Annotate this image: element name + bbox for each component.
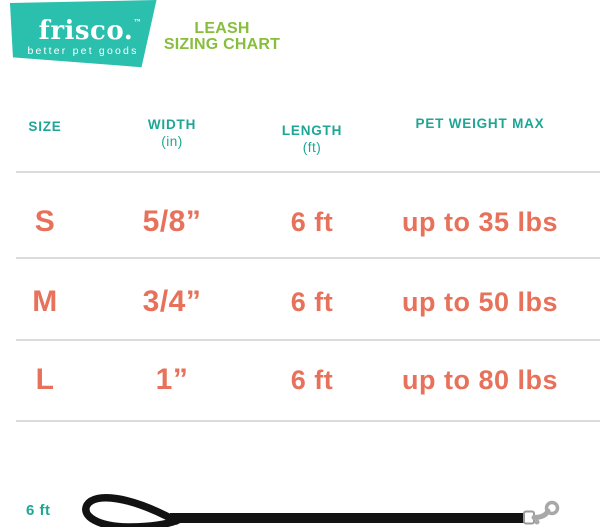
trademark-symbol: ™: [133, 17, 142, 27]
cell-width: 3/4”: [142, 285, 202, 318]
cell-weight: up to 50 lbs: [401, 287, 559, 317]
frisco-logo: frisco.™ better pet goods: [9, 0, 157, 68]
leash-length-label: 6 ft: [26, 502, 51, 519]
title-line-1: LEASH: [194, 20, 250, 37]
leash-handle-loop: [82, 494, 182, 527]
divider: [16, 339, 600, 341]
leash-illustration: [82, 494, 560, 527]
leash-clasp-nub: [534, 519, 540, 525]
cell-size: L: [35, 363, 55, 396]
title-line-2: SIZING CHART: [163, 35, 281, 53]
page-title: LEASH SIZING CHART: [146, 21, 298, 52]
table-row-m: M 3/4” 6 ft up to 50 lbs: [0, 276, 590, 328]
table-row-l: L 1” 6 ft up to 80 lbs: [0, 354, 590, 406]
cell-length: 6 ft: [290, 365, 334, 395]
leash-clasp-hook: [531, 508, 551, 520]
divider: [16, 420, 600, 422]
cell-size: M: [32, 285, 58, 318]
header-size: SIZE: [28, 119, 62, 134]
cell-length: 6 ft: [290, 287, 334, 317]
cell-length: 6 ft: [290, 207, 334, 237]
logo-tagline: better pet goods: [27, 45, 139, 57]
header-length: LENGTH (ft): [281, 123, 343, 155]
leash-clasp-ring: [544, 500, 560, 516]
table-header-row: SIZE WIDTH (in) LENGTH (ft) PET WEIGHT M…: [0, 110, 590, 155]
header-width: WIDTH (in): [147, 117, 197, 149]
divider: [16, 257, 600, 259]
cell-size: S: [34, 205, 56, 238]
header-pet-weight-max: PET WEIGHT MAX: [415, 116, 545, 131]
cell-weight: up to 80 lbs: [401, 365, 559, 395]
divider: [16, 171, 600, 173]
logo-text: frisco.: [38, 16, 134, 46]
cell-width: 5/8”: [142, 205, 202, 238]
cell-width: 1”: [155, 363, 189, 396]
logo-wordmark: frisco.™: [10, 9, 157, 46]
leash-strap: [170, 513, 524, 523]
table-row-s: S 5/8” 6 ft up to 35 lbs: [0, 196, 590, 248]
cell-weight: up to 35 lbs: [401, 207, 559, 237]
